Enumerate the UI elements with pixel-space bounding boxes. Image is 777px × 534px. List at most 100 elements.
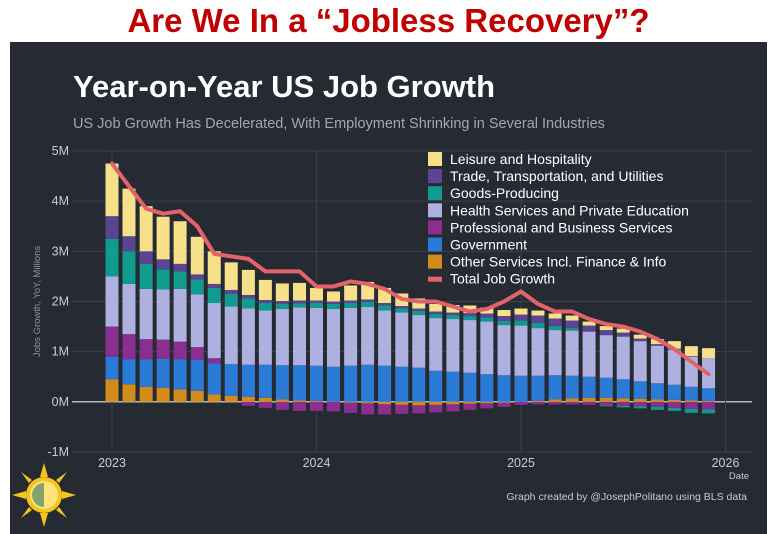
bar-segment — [702, 400, 716, 402]
bar-segment — [275, 365, 289, 400]
bar-segment — [633, 338, 647, 342]
bar-segment — [326, 309, 340, 367]
bar-segment — [616, 336, 630, 380]
bar-segment — [633, 334, 647, 339]
bar-segment — [446, 319, 460, 372]
bar-segment — [650, 339, 664, 345]
bar-segment — [207, 363, 221, 395]
bar-segment — [139, 386, 153, 402]
bar-segment — [378, 365, 392, 402]
bar-segment — [412, 311, 426, 316]
bar-segment — [531, 310, 545, 316]
bar-segment — [378, 404, 392, 415]
bar-segment — [531, 375, 545, 401]
bar-segment — [190, 390, 204, 402]
bar-segment — [344, 308, 358, 366]
bar-segment — [156, 339, 170, 359]
bar-segment — [224, 364, 238, 396]
y-tick-label: 4M — [52, 194, 69, 208]
bar-segment — [293, 303, 307, 308]
bar-segment — [582, 321, 596, 326]
legend-swatch — [428, 276, 442, 282]
bar-segment — [684, 346, 698, 357]
bar-segment — [361, 299, 375, 303]
legend-label: Health Services and Private Education — [450, 202, 689, 218]
bar-segment — [310, 300, 323, 304]
legend-swatch — [428, 237, 442, 252]
bar-segment — [173, 271, 187, 289]
bar-segment — [650, 344, 664, 346]
bar-segment — [650, 399, 664, 402]
bar-segment — [326, 366, 340, 402]
bar-segment — [173, 341, 187, 360]
bar-segment — [173, 221, 187, 264]
y-tick-label: 5M — [52, 144, 69, 158]
bar-segment — [105, 356, 119, 380]
bar-segment — [497, 316, 511, 322]
bar-segment — [190, 279, 204, 295]
bar-segment — [412, 405, 426, 414]
legend-swatch — [428, 169, 442, 184]
bar-segment — [224, 289, 238, 294]
bar-segment — [293, 282, 307, 301]
bar-segment — [361, 307, 375, 365]
bar-segment — [139, 251, 153, 264]
bar-segment — [361, 403, 375, 415]
bar-segment — [599, 401, 613, 406]
bar-segment — [582, 397, 596, 402]
bar-segment — [497, 321, 511, 326]
bar-segment — [361, 364, 375, 402]
legend-swatch — [428, 186, 442, 201]
bar-segment — [497, 375, 511, 402]
bar-segment — [599, 377, 613, 398]
bar-segment — [497, 402, 511, 407]
bar-segment — [667, 349, 681, 385]
bar-segment — [412, 315, 426, 368]
bar-segment — [446, 315, 460, 320]
bar-segment — [616, 332, 630, 337]
bar-segment — [224, 293, 238, 307]
bar-segment — [548, 326, 562, 331]
bar-segment — [173, 389, 187, 402]
bar-segment — [684, 356, 698, 357]
bar-segment — [190, 294, 204, 348]
bar-segment — [531, 328, 545, 376]
bar-segment — [565, 401, 579, 405]
legend-label: Total Job Growth — [450, 271, 555, 287]
bar-segment — [548, 375, 562, 400]
bar-segment — [105, 326, 119, 357]
bar-segment — [650, 406, 664, 410]
bar-segment — [582, 376, 596, 398]
bar-segment — [344, 300, 358, 304]
bar-segment — [156, 216, 170, 260]
bar-segment — [599, 335, 613, 378]
bar-segment — [702, 409, 716, 414]
bar-segment — [275, 309, 289, 366]
bar-segment — [412, 298, 426, 309]
bar-segment — [446, 305, 460, 313]
bar-segment — [548, 330, 562, 376]
bar-segment — [378, 303, 392, 306]
bar-segment — [582, 331, 596, 377]
bar-segment — [241, 396, 255, 402]
bar-segment — [190, 359, 204, 391]
bar-segment — [207, 283, 221, 288]
bar-segment — [650, 345, 664, 384]
bar-segment — [412, 367, 426, 402]
bar-segment — [105, 276, 119, 327]
bar-segment — [122, 251, 136, 284]
bar-segment — [548, 313, 562, 319]
bar-segment — [105, 379, 119, 402]
bar-segment — [531, 323, 545, 329]
bar-segment — [326, 301, 340, 305]
legend-label: Goods-Producing — [450, 185, 559, 201]
bar-segment — [548, 401, 562, 405]
bar-segment — [565, 398, 579, 402]
bar-segment — [326, 304, 340, 310]
sun-icon — [12, 463, 76, 527]
bar-segment — [702, 388, 716, 401]
bar-segment — [310, 401, 323, 411]
bar-segment — [616, 328, 630, 333]
bar-segment — [395, 312, 409, 367]
chart-plot: 5M 4M 3M 2M 1M 0M -1M 2023 2024 2025 2026 Jobs Grow… — [32, 144, 752, 482]
